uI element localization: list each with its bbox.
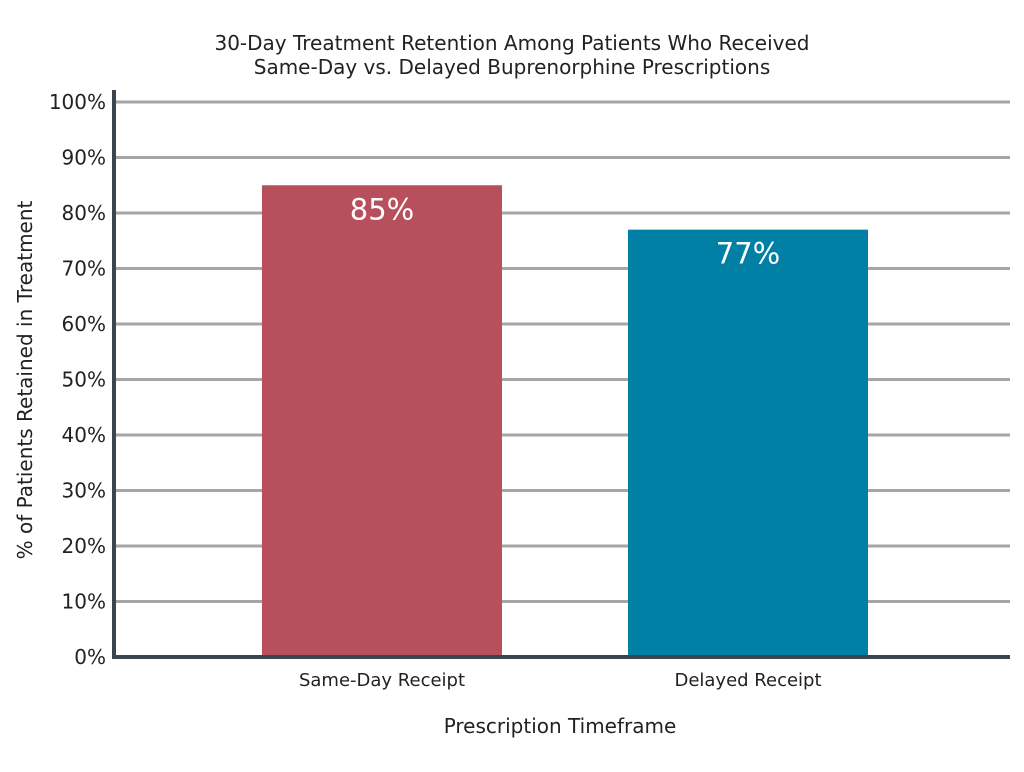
bars: 85% 77%: [262, 185, 868, 657]
bar-data-label: 77%: [716, 237, 780, 271]
y-tick-label: 10%: [62, 590, 106, 614]
bar-data-label: 85%: [350, 192, 414, 226]
x-tick-label: Delayed Receipt: [674, 670, 821, 691]
y-tick-labels: 0% 10% 20% 30% 40% 50% 60% 70% 80% 90% 100%: [49, 90, 106, 669]
y-tick-label: 20%: [62, 534, 106, 558]
y-tick-label: 60%: [62, 312, 106, 336]
bar-same-day-receipt: [262, 185, 502, 657]
x-tick-labels: Same-Day Receipt Delayed Receipt: [299, 670, 822, 691]
y-tick-label: 30%: [62, 479, 106, 503]
x-axis-label: Prescription Timeframe: [444, 714, 677, 738]
y-tick-label: 40%: [62, 423, 106, 447]
gridlines: [114, 100, 1010, 603]
y-axis-label: % of Patients Retained in Treatment: [13, 200, 37, 559]
y-tick-label: 90%: [62, 146, 106, 170]
x-tick-label: Same-Day Receipt: [299, 670, 465, 691]
chart-title-line-2: Same-Day vs. Delayed Buprenorphine Presc…: [254, 55, 770, 79]
bar-delayed-receipt: [628, 229, 868, 657]
y-tick-label: 100%: [49, 90, 106, 114]
chart-title-line-1: 30-Day Treatment Retention Among Patient…: [214, 31, 809, 55]
y-tick-label: 0%: [74, 645, 106, 669]
y-tick-label: 50%: [62, 368, 106, 392]
y-tick-label: 70%: [62, 257, 106, 281]
y-tick-label: 80%: [62, 201, 106, 225]
